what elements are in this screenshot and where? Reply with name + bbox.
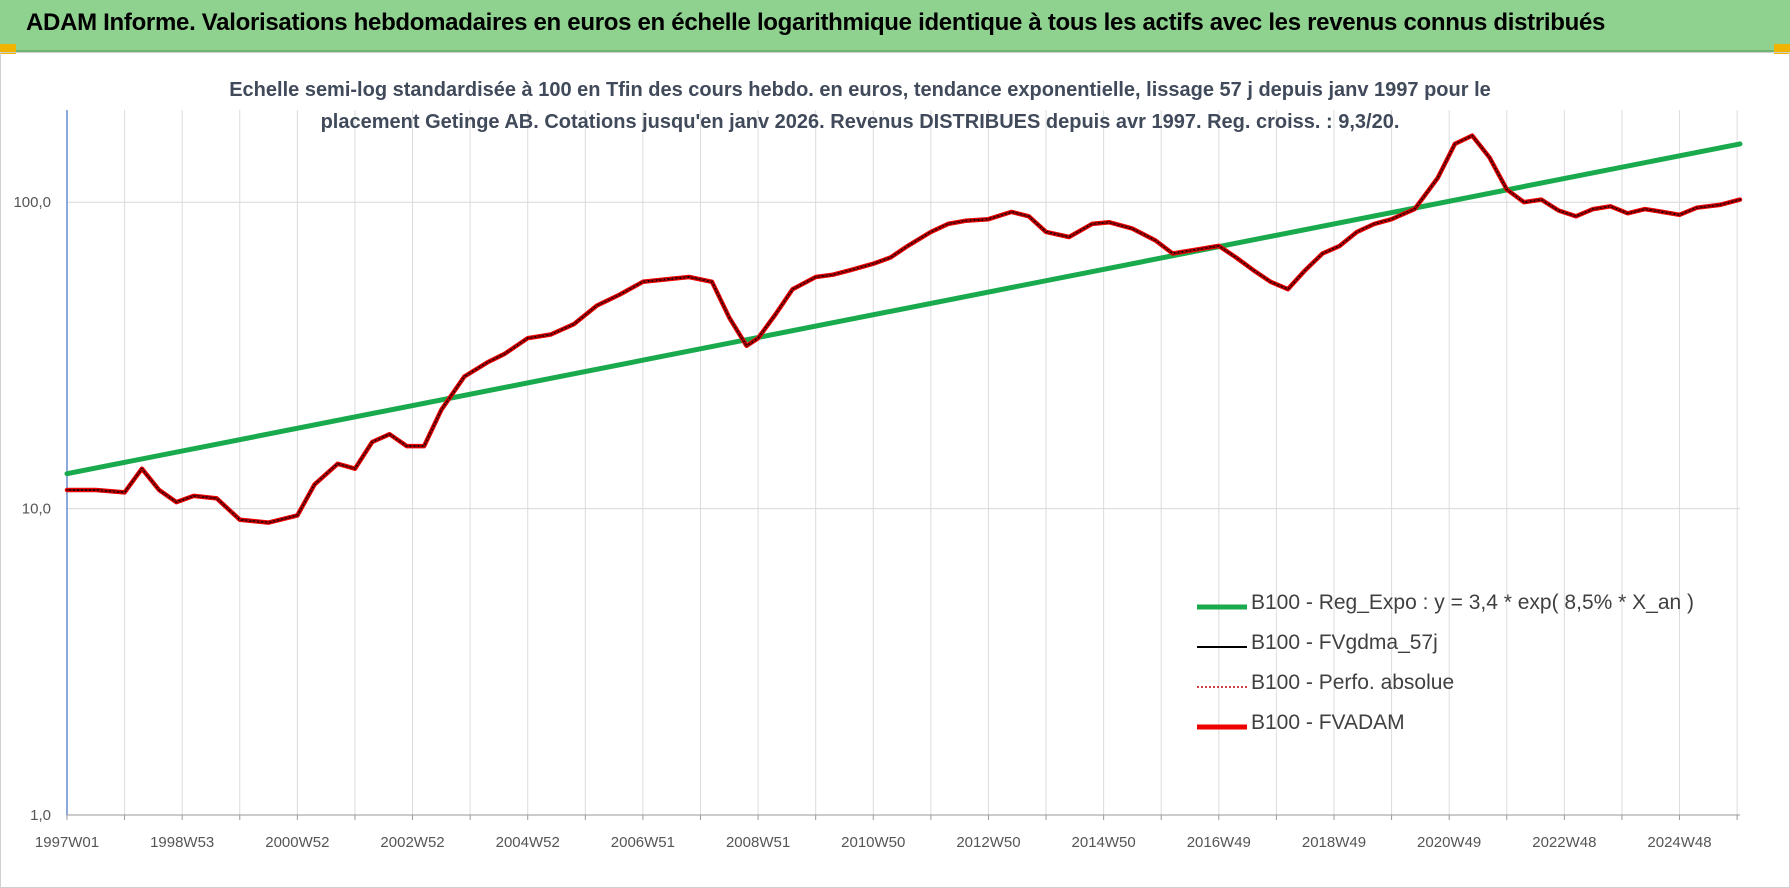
x-tick-label: 2024W48 xyxy=(1647,834,1711,851)
x-tick-label: 2006W51 xyxy=(611,834,675,851)
x-tick-label: 2004W52 xyxy=(496,834,560,851)
series-line-perfo xyxy=(66,135,1741,524)
grid-layer xyxy=(66,110,1740,816)
chart-title: Echelle semi-log standardisée à 100 en T… xyxy=(200,74,1520,138)
legend-symbol-trend xyxy=(1197,604,1247,610)
x-tick-label: 2012W50 xyxy=(956,834,1020,851)
legend-symbol-perfo xyxy=(1197,686,1247,688)
x-tick-label: 1998W53 xyxy=(150,834,214,851)
x-tick-label: 2010W50 xyxy=(841,834,905,851)
x-tick-label: 1997W01 xyxy=(35,834,99,851)
y-tick-label: 100,0 xyxy=(13,194,51,211)
axis-layer: 1,0 10,0 100,0 1997W01 1998W53 2000W52 2002W52… xyxy=(13,110,1740,851)
corner-marker-left xyxy=(0,44,16,54)
x-tick-label: 2018W49 xyxy=(1302,834,1366,851)
chart-title-line-2: placement Getinge AB. Cotations jusqu'en… xyxy=(320,111,1400,133)
legend-label-trend: B100 - Reg_Expo : y = 3,4 * exp( 8,5% * … xyxy=(1251,591,1695,614)
series-line-trend xyxy=(64,141,1743,477)
x-tick-label: 2020W49 xyxy=(1417,834,1481,851)
legend-label-perfo: B100 - Perfo. absolue xyxy=(1251,671,1455,694)
legend-symbol-fvadam xyxy=(1197,724,1247,730)
x-tick-label: 2002W52 xyxy=(380,834,444,851)
legend-label-smooth: B100 - FVgdma_57j xyxy=(1251,631,1438,654)
x-tick-label: 2014W50 xyxy=(1072,834,1136,851)
report-header: ADAM Informe. Valorisations hebdomadaire… xyxy=(0,0,1790,52)
chart-title-line-1: Echelle semi-log standardisée à 100 en T… xyxy=(229,79,1491,101)
corner-marker-right xyxy=(1774,44,1790,54)
y-tick-label: 10,0 xyxy=(22,501,51,518)
x-tick-label: 2022W48 xyxy=(1532,834,1596,851)
x-tick-label: 2016W49 xyxy=(1187,834,1251,851)
series-layer xyxy=(64,133,1743,525)
x-tick-label: 2000W52 xyxy=(265,834,329,851)
legend-symbol-smooth xyxy=(1197,646,1247,648)
y-tick-label: 1,0 xyxy=(30,807,51,824)
report-title: ADAM Informe. Valorisations hebdomadaire… xyxy=(26,9,1606,36)
legend-label-fvadam: B100 - FVADAM xyxy=(1251,711,1405,734)
x-tick-label: 2008W51 xyxy=(726,834,790,851)
